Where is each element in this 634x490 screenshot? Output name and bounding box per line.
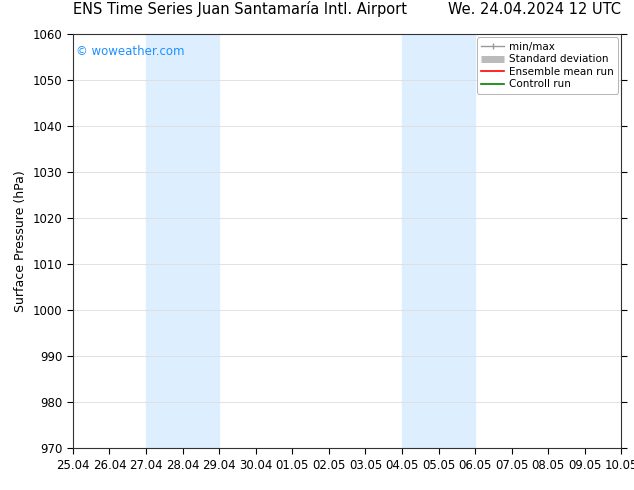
Bar <box>146 34 219 448</box>
Y-axis label: Surface Pressure (hPa): Surface Pressure (hPa) <box>14 171 27 312</box>
Text: ENS Time Series Juan Santamaría Intl. Airport: ENS Time Series Juan Santamaría Intl. Ai… <box>73 1 407 17</box>
Bar <box>402 34 475 448</box>
Text: © woweather.com: © woweather.com <box>75 45 184 58</box>
Text: We. 24.04.2024 12 UTC: We. 24.04.2024 12 UTC <box>448 2 621 17</box>
Legend: min/max, Standard deviation, Ensemble mean run, Controll run: min/max, Standard deviation, Ensemble me… <box>477 37 618 94</box>
